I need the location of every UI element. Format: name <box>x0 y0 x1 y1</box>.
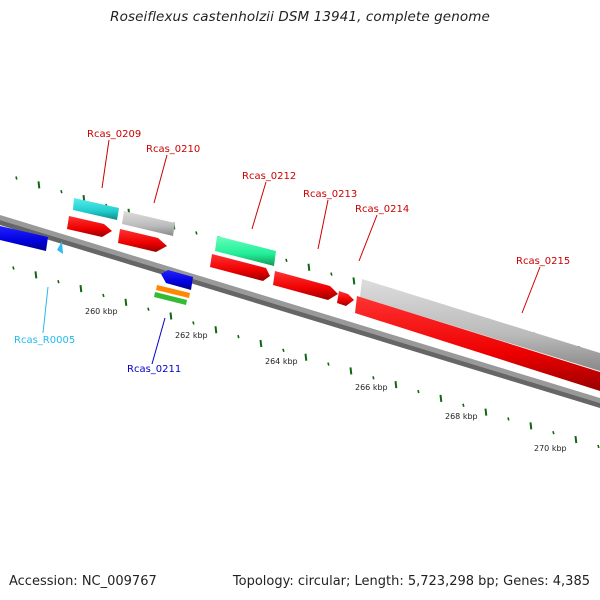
feature-label-0215: Rcas_0215 <box>516 256 570 267</box>
leader-R0005 <box>42 286 49 334</box>
major-tick <box>259 339 263 348</box>
major-tick <box>34 271 38 279</box>
topology-text: Topology: circular; Length: 5,723,298 bp… <box>232 574 590 589</box>
gene-arrow-0212 <box>210 254 270 281</box>
cog-box-0209 <box>73 198 119 220</box>
leader-0214 <box>358 214 378 262</box>
minor-tick <box>552 430 555 435</box>
major-tick <box>79 284 83 293</box>
major-tick <box>529 422 533 430</box>
scale-label-262: 262 kbp <box>175 331 208 340</box>
gene-arrow-0211 <box>161 270 193 290</box>
leader-0215 <box>521 266 541 314</box>
minor-tick <box>507 417 510 421</box>
accession-text: Accession: NC_009767 <box>9 574 157 589</box>
inner-tick-marks <box>12 266 600 449</box>
feature-label-0214: Rcas_0214 <box>355 204 409 215</box>
scale-labels: 260 kbp 262 kbp 264 kbp 266 kbp 268 kbp … <box>85 307 567 453</box>
leader-0212 <box>251 181 267 230</box>
minor-tick <box>57 280 60 284</box>
minor-tick <box>192 321 195 325</box>
minor-tick <box>327 362 330 366</box>
feature-label-0210: Rcas_0210 <box>146 144 200 155</box>
cog-box-0215 <box>360 279 600 371</box>
minor-tick <box>462 403 465 407</box>
scale-label-260: 260 kbp <box>85 307 118 316</box>
feature-labels: Rcas_0209 Rcas_0210 Rcas_0212 Rcas_0213 … <box>14 129 570 375</box>
feature-label-0209: Rcas_0209 <box>87 129 141 140</box>
major-tick <box>214 326 218 334</box>
major-tick <box>304 353 308 361</box>
feature-label-0211: Rcas_0211 <box>127 364 181 375</box>
rrna-arrow-R0005 <box>0 226 48 251</box>
major-tick <box>169 312 173 320</box>
gene-arrow-0210 <box>118 229 167 252</box>
minor-tick <box>597 444 600 449</box>
major-tick <box>307 263 311 271</box>
map-title: Roseiflexus castenholzii DSM 13941, comp… <box>110 9 490 25</box>
major-tick <box>124 298 128 306</box>
scale-label-264: 264 kbp <box>265 357 298 366</box>
gene-arrow-0209 <box>67 216 112 237</box>
minor-tick <box>237 334 240 339</box>
cog-box-0211-green <box>154 292 187 305</box>
gene-arrow-0214 <box>337 291 354 306</box>
cog-track <box>73 198 600 371</box>
minor-tick <box>12 266 15 270</box>
genome-backbone <box>0 215 600 408</box>
scale-label-266: 266 kbp <box>355 383 388 392</box>
feature-label-R0005: Rcas_R0005 <box>14 335 75 346</box>
gene-arrow-0213 <box>273 271 338 300</box>
minor-tick <box>147 307 150 311</box>
minor-tick <box>15 176 18 180</box>
major-tick <box>37 181 41 189</box>
reverse-genes <box>0 226 193 305</box>
minor-tick <box>282 348 285 353</box>
label-leaders <box>42 139 541 365</box>
cog-box-0210 <box>122 211 175 236</box>
gene-arrow-0215 <box>355 296 600 391</box>
scale-label-270: 270 kbp <box>534 444 567 453</box>
major-tick <box>352 277 356 285</box>
minor-tick <box>417 389 420 394</box>
cog-box-0211-orange <box>156 285 190 298</box>
major-tick <box>574 435 578 444</box>
feature-label-0213: Rcas_0213 <box>303 189 357 200</box>
scale-label-268: 268 kbp <box>445 412 478 421</box>
minor-tick <box>195 231 198 235</box>
forward-genes <box>67 216 600 391</box>
cog-box-0212 <box>215 236 276 266</box>
leader-0213 <box>317 199 329 250</box>
major-tick <box>439 394 443 403</box>
major-tick <box>484 408 488 416</box>
minor-tick <box>60 190 63 194</box>
leader-0209 <box>101 139 110 189</box>
feature-label-0212: Rcas_0212 <box>242 171 296 182</box>
leader-0210 <box>153 154 168 204</box>
minor-tick <box>102 293 105 298</box>
minor-tick <box>285 258 288 263</box>
minor-tick <box>330 272 333 276</box>
trna-marker-R0005 <box>57 241 63 254</box>
leader-0211 <box>151 317 166 365</box>
minor-tick <box>372 376 375 380</box>
major-tick <box>349 367 353 375</box>
major-tick <box>394 381 398 389</box>
